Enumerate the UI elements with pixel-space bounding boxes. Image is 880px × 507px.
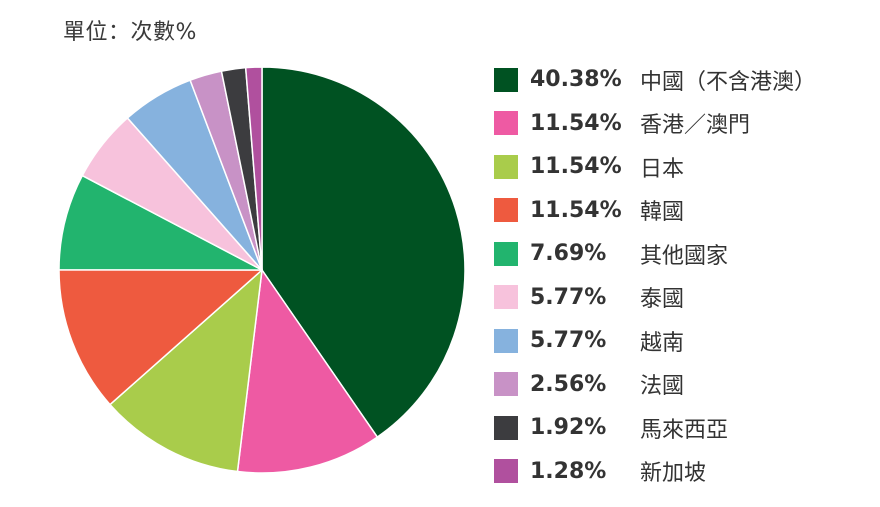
legend-swatch	[494, 111, 518, 136]
legend-item: 7.69% 其他國家	[494, 232, 874, 276]
legend-value: 7.69%	[530, 241, 607, 267]
legend-value: 5.77%	[530, 328, 607, 354]
pie-slice-3	[109, 269, 263, 473]
pie-slice-4	[58, 269, 263, 406]
legend-value: 40.38%	[530, 67, 622, 93]
legend-label: 馬來西亞	[640, 417, 729, 443]
legend-item: 40.38% 中國（不含港澳）	[494, 58, 874, 102]
legend-swatch	[494, 372, 518, 397]
legend-swatch	[494, 67, 518, 92]
pie-slice-10	[244, 66, 263, 271]
legend-value: 1.28%	[530, 458, 607, 484]
legend-item: 1.28% 新加坡	[494, 450, 874, 494]
legend-swatch	[494, 285, 518, 310]
legend-item: 1.92% 馬來西亞	[494, 406, 874, 450]
legend-item: 2.56% 法國	[494, 363, 874, 407]
legend-swatch	[494, 328, 518, 353]
legend-swatch	[494, 198, 518, 223]
pie-slice-2	[236, 269, 379, 474]
legend-swatch	[494, 415, 518, 440]
unit-label: 單位：次數%	[63, 20, 197, 45]
legend-item: 11.54% 日本	[494, 145, 874, 189]
legend-value: 11.54%	[530, 197, 622, 223]
legend-value: 2.56%	[530, 371, 607, 397]
legend-item: 5.77% 泰國	[494, 276, 874, 320]
legend-swatch	[494, 154, 518, 179]
legend-value: 5.77%	[530, 284, 607, 310]
legend-label: 新加坡	[640, 461, 707, 487]
legend-value: 11.54%	[530, 154, 622, 180]
legend-label: 越南	[640, 330, 685, 356]
legend-label: 日本	[640, 156, 685, 182]
legend-label: 泰國	[640, 287, 685, 313]
pie-slice-5	[58, 174, 263, 271]
legend-label: 中國（不含港澳）	[640, 69, 817, 95]
legend-item: 11.54% 韓國	[494, 189, 874, 233]
legend-label: 法國	[640, 374, 685, 400]
legend-label: 韓國	[640, 200, 685, 226]
legend-item: 11.54% 香港／澳門	[494, 102, 874, 146]
legend-swatch	[494, 241, 518, 266]
legend-value: 11.54%	[530, 110, 622, 136]
legend-label: 香港／澳門	[640, 113, 751, 139]
legend-swatch	[494, 459, 518, 484]
legend-value: 1.92%	[530, 415, 607, 441]
legend-label: 其他國家	[640, 243, 729, 269]
legend: 40.38% 中國（不含港澳） 11.54% 香港／澳門 11.54% 日本 11.54% 韓…	[494, 58, 874, 493]
legend-item: 5.77% 越南	[494, 319, 874, 363]
pie-slice-1	[261, 66, 466, 438]
